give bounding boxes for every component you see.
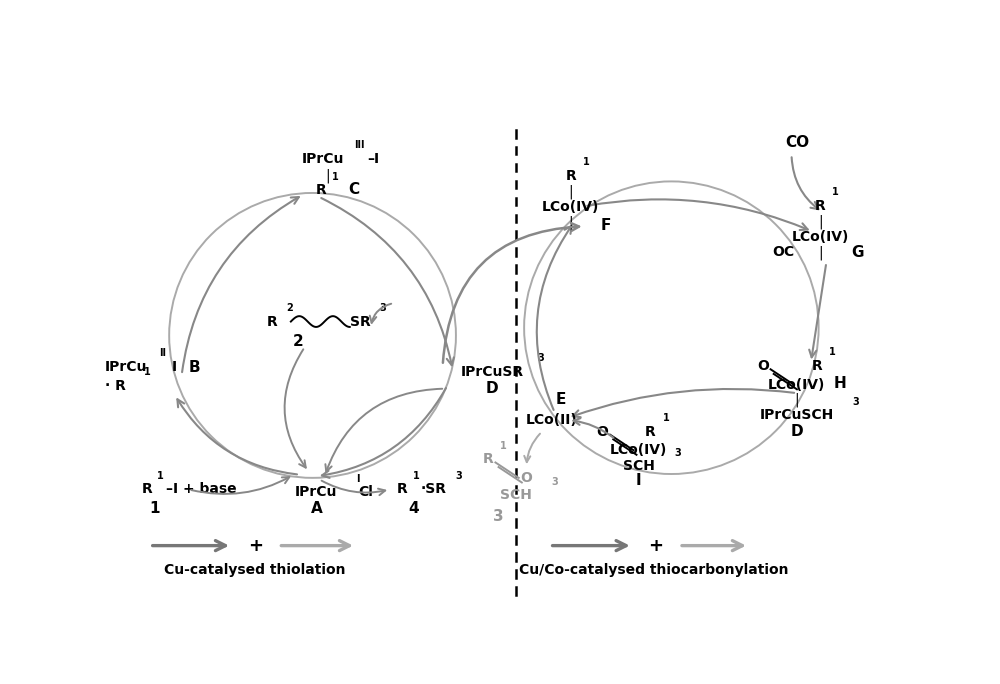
Text: 4: 4 [408,501,419,516]
Text: R: R [141,482,152,497]
Text: B: B [188,360,200,375]
Text: IPrCu: IPrCu [301,152,344,166]
Text: 3: 3 [551,477,558,488]
Text: 1: 1 [143,367,150,377]
Text: LCo(IV): LCo(IV) [542,200,599,214]
Text: OC: OC [773,246,795,259]
Text: 1: 1 [829,347,836,357]
Text: –I: –I [367,152,379,166]
Text: 3: 3 [379,303,386,313]
Text: Cu-catalysed thiolation: Cu-catalysed thiolation [164,563,346,577]
Text: 1: 1 [332,172,338,182]
Text: Cu/Co-catalysed thiocarbonylation: Cu/Co-catalysed thiocarbonylation [519,563,788,577]
Text: SCH: SCH [500,488,532,502]
Text: SCH: SCH [623,458,655,473]
Text: |: | [568,215,573,230]
Text: IPrCu: IPrCu [105,360,147,374]
Text: 3: 3 [852,397,859,408]
Text: C: C [348,183,359,198]
Text: LCo(IV): LCo(IV) [791,230,849,244]
Text: · R: · R [105,379,126,393]
Text: R: R [565,169,576,183]
Text: 1: 1 [583,157,590,168]
Text: 2: 2 [293,334,304,349]
Text: I: I [636,473,642,488]
Text: IPrCu: IPrCu [295,485,338,499]
Text: I: I [356,473,359,484]
Text: R: R [316,183,326,197]
Text: 3: 3 [455,471,462,481]
Text: 1: 1 [157,471,164,481]
Text: |: | [818,214,822,228]
Text: |: | [568,185,573,199]
Text: 3: 3 [537,353,544,363]
Text: R: R [397,482,408,497]
Text: 1: 1 [832,187,839,197]
Text: 3: 3 [674,448,681,458]
Text: IPrCuSR: IPrCuSR [461,365,524,379]
Text: 1: 1 [149,501,160,516]
Text: 2: 2 [286,303,293,313]
Text: LCo(II): LCo(II) [525,413,577,427]
Text: E: E [555,392,566,407]
Text: ·SR: ·SR [420,482,446,497]
Text: O: O [521,471,532,485]
Text: CO: CO [786,135,810,150]
Text: R: R [482,452,493,466]
Text: Cl: Cl [358,485,373,499]
Text: |: | [818,245,822,259]
Text: III: III [355,140,365,150]
Text: D: D [791,424,803,439]
Text: I: I [171,360,177,374]
Text: O: O [596,425,608,438]
Text: –I + base: –I + base [166,482,236,497]
Text: |: | [326,169,330,183]
Text: R: R [815,199,826,213]
Text: SR: SR [350,315,371,328]
Text: II: II [160,348,167,358]
Text: R: R [812,359,822,373]
Text: 1: 1 [500,440,507,451]
Text: A: A [311,501,322,516]
Text: D: D [486,381,499,396]
Text: LCo(IV): LCo(IV) [768,378,826,392]
Text: H: H [834,376,847,391]
Text: O: O [757,359,769,373]
Text: G: G [851,245,864,260]
Text: 1: 1 [413,471,420,481]
Text: R: R [267,315,278,328]
Text: +: + [248,537,263,555]
Text: R: R [645,425,656,438]
Text: LCo(IV): LCo(IV) [610,443,668,457]
Text: +: + [648,537,663,555]
Text: 3: 3 [493,509,504,524]
Text: IPrCuSCH: IPrCuSCH [760,408,834,423]
Text: |: | [795,393,799,408]
Text: 1: 1 [663,413,669,423]
Text: F: F [601,218,611,233]
